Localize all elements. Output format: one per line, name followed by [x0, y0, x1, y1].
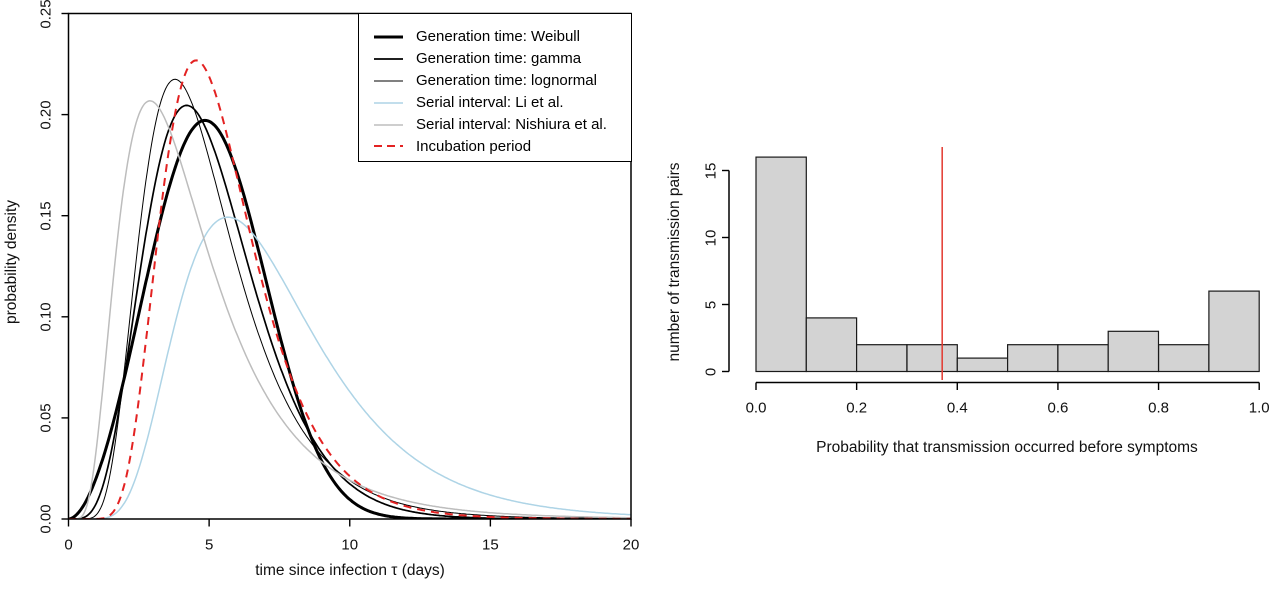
histogram-bar: [906, 344, 958, 373]
histogram-bar: [755, 156, 807, 373]
curve-incubation-period: [68, 59, 631, 520]
left-y-tick-label: 0.25: [37, 0, 55, 29]
right-y-axis-title: number of transmission pairs: [666, 162, 683, 362]
right-y-tick-label: 15: [702, 162, 720, 179]
curve-generation-time-gamma: [68, 104, 631, 520]
right-y-tick-label: 5: [702, 300, 720, 309]
right-x-tick-label: 0.8: [1148, 399, 1169, 417]
left-y-tick-label: 0.20: [37, 99, 55, 130]
histogram-bar: [1057, 344, 1109, 373]
left-y-tick-label: 0.05: [37, 403, 55, 433]
left-x-tick-label: 0: [64, 536, 73, 554]
left-y-tick-label: 0.00: [37, 504, 55, 534]
right-x-tick-label: 0.6: [1047, 399, 1069, 417]
legend-line-sample: [374, 94, 403, 112]
left-x-tick-label: 20: [622, 536, 640, 554]
left-x-axis-title: time since infection τ (days): [255, 562, 445, 579]
right-y-tick-label: 10: [702, 229, 720, 246]
histogram-bar: [1208, 290, 1260, 373]
curve-serial-interval-nishiura-et-al: [68, 100, 631, 520]
legend-line-sample: [374, 72, 403, 90]
left-x-tick-label: 15: [482, 536, 499, 554]
right-y-tick-label: 0: [702, 367, 720, 376]
histogram-bar: [805, 317, 858, 373]
left-y-tick-label: 0.10: [37, 302, 55, 332]
legend-label: Generation time: Weibull: [416, 28, 580, 46]
right-x-tick-label: 1.0: [1248, 399, 1270, 417]
curve-serial-interval-li-et-al: [68, 216, 632, 520]
legend-line-sample: [374, 28, 403, 46]
right-x-axis-title: Probability that transmission occurred b…: [816, 439, 1198, 456]
legend-label: Generation time: lognormal: [416, 72, 597, 90]
left-x-tick-label: 10: [341, 536, 359, 554]
legend-label: Generation time: gamma: [416, 50, 582, 68]
histogram-bar: [956, 357, 1009, 373]
legend-label: Incubation period: [416, 137, 532, 155]
left-y-tick-label: 0.15: [37, 201, 55, 231]
legend-row: Generation time: lognormal: [359, 70, 631, 92]
curve-generation-time-weibull: [68, 118, 632, 520]
histogram-bar: [1157, 344, 1210, 373]
legend-label: Serial interval: Nishiura et al.: [416, 116, 607, 133]
left-x-tick-label: 5: [204, 536, 214, 554]
histogram-bar: [1107, 330, 1160, 373]
histogram-bar: [855, 344, 908, 373]
legend-box: Generation time: Weibull Generation time:…: [358, 13, 632, 162]
legend-line-sample: [374, 50, 403, 68]
right-x-tick-label: 0.0: [745, 399, 767, 417]
right-x-tick-label: 0.2: [846, 399, 868, 417]
histogram-bar: [1006, 344, 1059, 373]
legend-row: Serial interval: Li et al.: [359, 92, 631, 114]
legend-row: Generation time: Weibull: [359, 26, 631, 48]
legend-line-sample: [374, 116, 403, 134]
legend-row: Generation time: gamma: [359, 48, 631, 70]
legend-line-sample: [374, 137, 403, 155]
legend-label: Serial interval: Li et al.: [416, 94, 564, 112]
right-x-tick-label: 0.4: [946, 399, 968, 417]
legend-row: Incubation period: [359, 135, 631, 157]
left-y-axis-title: probability density: [3, 199, 20, 325]
legend-row: Serial interval: Nishiura et al.: [359, 114, 631, 136]
